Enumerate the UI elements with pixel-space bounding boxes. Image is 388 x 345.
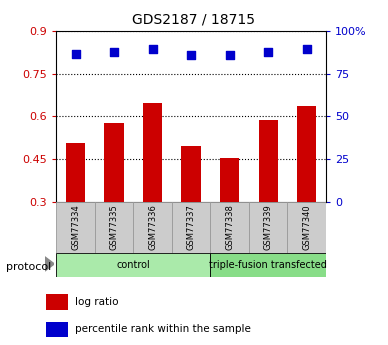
Point [73,51,79,57]
Bar [56,202,95,253]
Text: GDS2187 / 18715: GDS2187 / 18715 [132,12,256,26]
Bar [288,202,326,253]
Bar [56,253,210,277]
Bar [210,253,326,277]
Bar [210,202,249,253]
Text: control: control [116,260,150,269]
Text: GSM77336: GSM77336 [148,204,157,250]
Text: GSM77335: GSM77335 [109,204,119,250]
Point [303,47,310,52]
Bar [297,106,316,202]
Text: triple-fusion transfected: triple-fusion transfected [209,260,327,269]
Bar [66,142,85,202]
Text: GSM77339: GSM77339 [263,204,273,250]
Point [265,49,271,55]
Point [188,52,194,57]
Polygon shape [45,257,54,271]
Bar [143,103,162,202]
Point [111,50,117,55]
Bar [104,123,124,202]
Text: percentile rank within the sample: percentile rank within the sample [74,324,251,334]
Bar [249,202,288,253]
Bar [220,158,239,202]
Bar [46,294,68,309]
Text: GSM77337: GSM77337 [187,204,196,250]
Point [149,46,156,52]
Bar [95,202,133,253]
Text: protocol: protocol [6,263,51,272]
Text: GSM77340: GSM77340 [302,204,311,250]
Bar [258,120,278,202]
Bar [46,322,68,337]
Text: GSM77338: GSM77338 [225,204,234,250]
Bar [172,202,210,253]
Bar [133,202,172,253]
Text: GSM77334: GSM77334 [71,204,80,250]
Bar [182,146,201,202]
Text: log ratio: log ratio [74,297,118,307]
Point [227,52,233,58]
